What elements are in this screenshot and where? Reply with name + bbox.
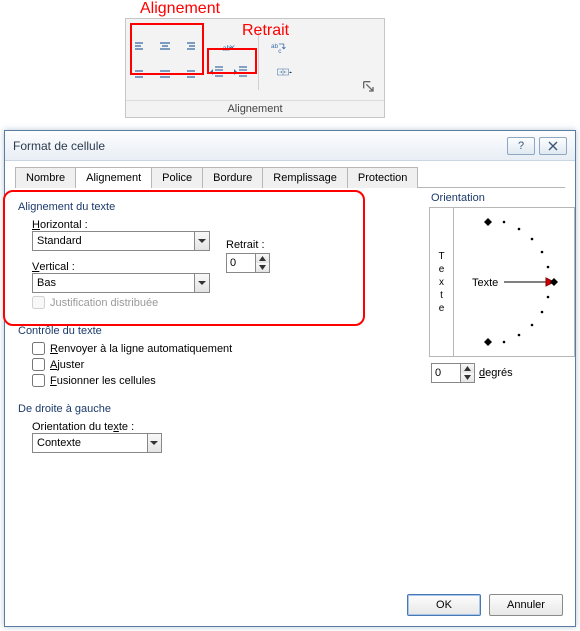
combo-text-direction-input[interactable]: [33, 434, 147, 452]
checkbox-shrink[interactable]: Ajuster: [32, 358, 396, 371]
group-title-text-control: Contrôle du texte: [18, 325, 396, 337]
tab-bordure[interactable]: Bordure: [202, 167, 263, 188]
dialog-titlebar: Format de cellule ?: [5, 131, 575, 161]
dialog-tabs: Nombre Alignement Police Bordure Remplis…: [5, 161, 575, 188]
annotation-box-retrait: [207, 48, 257, 74]
cancel-button[interactable]: Annuler: [489, 594, 563, 616]
ribbon-group-label: Alignement: [126, 100, 384, 117]
checkbox-wrap[interactable]: Renvoyer à la ligne automatiquement: [32, 342, 396, 355]
spin-degrees-input[interactable]: [432, 364, 460, 382]
label-degrees: degrés: [479, 367, 513, 379]
annotation-alignement: Alignement: [140, 0, 220, 18]
close-button[interactable]: [539, 137, 567, 155]
ok-button[interactable]: OK: [407, 594, 481, 616]
group-title-rtl: De droite à gauche: [18, 403, 396, 415]
checkbox-merge-label: Fusionner les cellules: [50, 375, 156, 387]
checkbox-wrap-label: Renvoyer à la ligne automatiquement: [50, 343, 232, 355]
annotation-retrait: Retrait: [242, 22, 289, 40]
tab-police[interactable]: Police: [151, 167, 203, 188]
group-orientation: Orientation Texte Texte: [429, 192, 575, 383]
checkbox-merge-input[interactable]: [32, 374, 45, 387]
dialog-title: Format de cellule: [13, 139, 503, 153]
label-text-direction: Orientation du texte :: [32, 421, 396, 433]
tab-protection[interactable]: Protection: [347, 167, 419, 188]
dialog-launcher-icon[interactable]: [358, 76, 380, 98]
tab-alignement[interactable]: Alignement: [75, 167, 152, 188]
annotation-box-text-alignment: [3, 190, 365, 326]
dialog-buttons: OK Annuler: [407, 594, 563, 616]
orientation-dial[interactable]: Texte: [454, 208, 574, 356]
checkbox-merge[interactable]: Fusionner les cellules: [32, 374, 396, 387]
group-title-orientation: Orientation: [429, 192, 575, 204]
annotation-box-alignement: [130, 23, 204, 75]
group-text-control: Contrôle du texte Renvoyer à la ligne au…: [17, 320, 397, 394]
svg-text:c: c: [278, 47, 282, 54]
combo-text-direction[interactable]: [32, 433, 162, 453]
spin-down-icon[interactable]: [461, 373, 474, 382]
group-rtl: De droite à gauche Orientation du texte …: [17, 398, 397, 460]
tab-nombre[interactable]: Nombre: [15, 167, 76, 188]
format-cells-dialog: Format de cellule ? Nombre Alignement Po…: [4, 130, 576, 627]
svg-text:Texte: Texte: [472, 277, 498, 289]
checkbox-wrap-input[interactable]: [32, 342, 45, 355]
merge-center-icon[interactable]: [265, 61, 305, 83]
orientation-vertical-button[interactable]: Texte: [430, 208, 454, 356]
dialog-panel: Alignement du texte Horizontal : Retrait…: [5, 188, 575, 585]
checkbox-shrink-label: Ajuster: [50, 359, 84, 371]
spin-up-icon[interactable]: [461, 364, 474, 373]
help-button[interactable]: ?: [507, 137, 535, 155]
spin-degrees[interactable]: [431, 363, 475, 383]
tab-remplissage[interactable]: Remplissage: [262, 167, 348, 188]
checkbox-shrink-input[interactable]: [32, 358, 45, 371]
chevron-down-icon[interactable]: [147, 434, 161, 452]
